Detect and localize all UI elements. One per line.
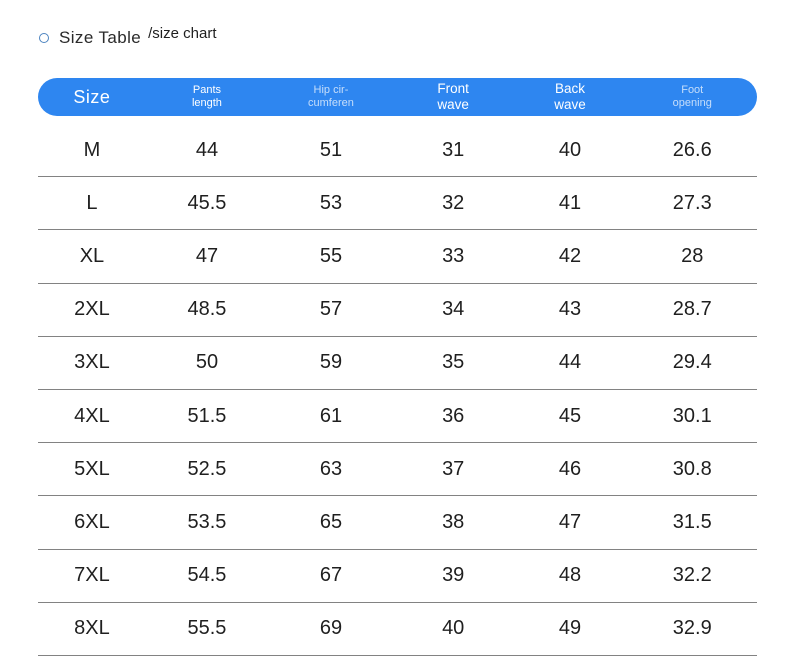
table-row: 5XL 52.5 63 37 46 30.8 xyxy=(38,443,757,497)
value-cell: 49 xyxy=(558,617,582,640)
value-cell: 52.5 xyxy=(187,457,227,480)
value-cell: 32 xyxy=(442,191,465,214)
header-cell-back-wave: Back wave xyxy=(554,81,586,112)
value-cell: 42 xyxy=(558,244,582,267)
size-label-cell: XL xyxy=(79,244,105,267)
value-cell: 44 xyxy=(195,138,219,161)
value-cell: 44 xyxy=(558,351,582,374)
value-cell: 57 xyxy=(319,298,343,321)
value-cell: 39 xyxy=(442,564,465,587)
value-cell: 43 xyxy=(558,298,582,321)
value-cell: 69 xyxy=(319,617,343,640)
value-cell: 41 xyxy=(558,191,582,214)
value-cell: 32.9 xyxy=(672,617,712,640)
value-cell: 36 xyxy=(442,404,465,427)
value-cell: 45.5 xyxy=(187,191,227,214)
value-cell: 31.5 xyxy=(672,510,712,533)
value-cell: 38 xyxy=(442,510,465,533)
page-title: Size Table /size chart xyxy=(39,24,217,48)
size-label-cell: 7XL xyxy=(74,564,110,587)
value-cell: 32.2 xyxy=(672,564,712,587)
value-cell: 33 xyxy=(442,244,465,267)
value-cell: 46 xyxy=(558,457,582,480)
size-label-cell: L xyxy=(86,191,98,214)
size-label-cell: 3XL xyxy=(74,351,110,374)
value-cell: 28.7 xyxy=(672,298,712,321)
header-cell-pants-length: Pants length xyxy=(191,84,222,109)
value-cell: 67 xyxy=(319,564,343,587)
value-cell: 35 xyxy=(442,351,465,374)
value-cell: 28 xyxy=(681,244,704,267)
table-row: 6XL 53.5 65 38 47 31.5 xyxy=(38,496,757,550)
header-cell-foot-opening: Foot opening xyxy=(672,84,712,109)
value-cell: 29.4 xyxy=(672,351,712,374)
value-cell: 27.3 xyxy=(672,191,712,214)
table-row: XL 47 55 33 42 28 xyxy=(38,230,757,284)
size-table: Size Pants length Hip cir-cumferen Front wave… xyxy=(38,78,757,656)
table-row: 7XL 54.5 67 39 48 32.2 xyxy=(38,550,757,603)
value-cell: 53 xyxy=(319,191,343,214)
header-cell-hip-circumference: Hip cir-cumferen xyxy=(308,84,354,109)
value-cell: 61 xyxy=(319,404,343,427)
value-cell: 51.5 xyxy=(187,404,227,427)
header-cell-front-wave: Front wave xyxy=(437,81,469,112)
table-header-row: Size Pants length Hip cir-cumferen Front wave… xyxy=(38,78,757,116)
value-cell: 65 xyxy=(319,510,343,533)
value-cell: 48 xyxy=(558,564,582,587)
value-cell: 59 xyxy=(319,351,343,374)
value-cell: 48.5 xyxy=(187,298,227,321)
table-row: 4XL 51.5 61 36 45 30.1 xyxy=(38,390,757,444)
size-label-cell: 5XL xyxy=(74,457,110,480)
value-cell: 40 xyxy=(558,138,582,161)
table-row: L 45.5 53 32 41 27.3 xyxy=(38,177,757,231)
table-row: 2XL 48.5 57 34 43 28.7 xyxy=(38,284,757,337)
table-body: M 44 51 31 40 26.6 L 45.5 53 32 41 27.3 XL 47 55 33 42 28… xyxy=(38,124,757,656)
value-cell: 55.5 xyxy=(187,617,227,640)
size-label-cell: M xyxy=(83,138,101,161)
size-label-cell: 6XL xyxy=(74,510,110,533)
header-cell-size: Size xyxy=(73,86,111,107)
table-row: 3XL 50 59 35 44 29.4 xyxy=(38,337,757,390)
value-cell: 30.1 xyxy=(672,404,712,427)
page-title-suffix: /size chart xyxy=(148,24,217,42)
table-row: M 44 51 31 40 26.6 xyxy=(38,124,757,178)
value-cell: 53.5 xyxy=(187,510,227,533)
value-cell: 31 xyxy=(442,138,465,161)
value-cell: 55 xyxy=(319,244,343,267)
size-label-cell: 2XL xyxy=(74,298,110,321)
value-cell: 26.6 xyxy=(672,138,712,161)
value-cell: 63 xyxy=(319,457,343,480)
table-row: 8XL 55.5 69 40 49 32.9 xyxy=(38,603,757,656)
value-cell: 30.8 xyxy=(672,457,712,480)
value-cell: 50 xyxy=(195,351,219,374)
circle-bullet-icon xyxy=(39,33,49,43)
value-cell: 34 xyxy=(442,298,465,321)
value-cell: 37 xyxy=(442,457,465,480)
value-cell: 40 xyxy=(442,617,465,640)
value-cell: 47 xyxy=(558,510,582,533)
page-title-main: Size Table xyxy=(59,28,142,47)
value-cell: 45 xyxy=(558,404,582,427)
value-cell: 51 xyxy=(319,138,343,161)
size-label-cell: 8XL xyxy=(74,617,110,640)
size-label-cell: 4XL xyxy=(74,404,110,427)
value-cell: 47 xyxy=(195,244,219,267)
value-cell: 54.5 xyxy=(187,564,227,587)
